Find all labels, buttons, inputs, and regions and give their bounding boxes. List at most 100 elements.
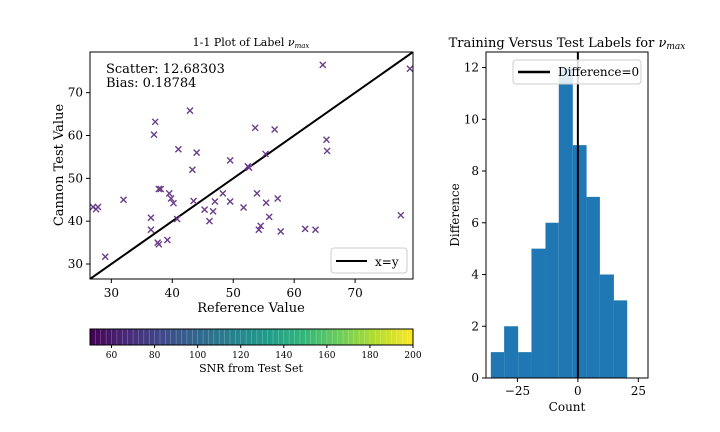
scatter-plot-area bbox=[90, 52, 413, 279]
scatter-point bbox=[226, 156, 234, 164]
scatter-point bbox=[240, 203, 248, 211]
scatter-legend-label: x=y bbox=[375, 255, 399, 269]
histogram-legend-box bbox=[512, 59, 642, 85]
scatter-x-tick-label: 40 bbox=[165, 286, 180, 300]
scatter-point bbox=[201, 206, 209, 214]
scatter-point bbox=[167, 194, 175, 202]
scatter-point bbox=[274, 194, 282, 202]
scatter-y-tick-label: 40 bbox=[68, 214, 83, 228]
histogram-y-tick-label: 6 bbox=[471, 216, 479, 230]
scatter-point bbox=[157, 185, 165, 193]
histogram-bar bbox=[586, 196, 600, 378]
scatter-point bbox=[147, 226, 155, 234]
histogram-y-tick-label: 4 bbox=[471, 268, 479, 282]
scatter-y-ticks: 30 40 50 60 70 bbox=[68, 86, 90, 271]
histogram-bar bbox=[545, 222, 559, 378]
scatter-axes-frame bbox=[89, 51, 414, 280]
scatter-point bbox=[265, 213, 273, 221]
scatter-point bbox=[211, 197, 219, 205]
scatter-point bbox=[397, 211, 405, 219]
histogram-x-label: Count bbox=[549, 400, 586, 414]
colorbar-tick-label: 180 bbox=[361, 351, 378, 361]
colorbar-tick-label: 80 bbox=[149, 351, 161, 361]
scatter-x-label: Reference Value bbox=[197, 301, 305, 316]
scatter-y-tick-label: 60 bbox=[68, 129, 83, 143]
scatter-point bbox=[245, 164, 253, 172]
scatter-point bbox=[406, 65, 413, 73]
scatter-point bbox=[219, 189, 227, 197]
histogram-bar bbox=[558, 67, 573, 379]
colorbar-tick-label: 60 bbox=[106, 351, 118, 361]
scatter-title: 1-1 Plot of Label νmax bbox=[193, 36, 310, 50]
scatter-point bbox=[101, 253, 109, 261]
colorbar-tick-label: 100 bbox=[189, 351, 206, 361]
histogram-bar bbox=[518, 352, 532, 378]
colorbar-gradient bbox=[90, 329, 413, 345]
scatter-point bbox=[155, 240, 163, 248]
colorbar-segments bbox=[95, 329, 408, 345]
histogram-y-tick-label: 8 bbox=[471, 164, 479, 178]
scatter-point bbox=[120, 196, 128, 204]
scatter-annotation-scatter: Scatter: 12.68303 bbox=[106, 62, 225, 77]
colorbar-tick-label: 140 bbox=[275, 351, 292, 361]
scatter-y-tick-label: 50 bbox=[68, 171, 83, 185]
scatter-y-tick-label: 30 bbox=[68, 257, 83, 271]
scatter-point bbox=[271, 126, 279, 134]
scatter-point bbox=[151, 118, 159, 126]
histogram-axes-frame bbox=[485, 51, 649, 379]
scatter-y-tick-label: 70 bbox=[68, 86, 83, 100]
histogram-x-tick-label: −25 bbox=[505, 384, 530, 398]
scatter-point bbox=[174, 145, 182, 153]
scatter-point bbox=[163, 236, 171, 244]
scatter-point bbox=[277, 227, 285, 235]
scatter-x-tick-label: 60 bbox=[287, 286, 302, 300]
scatter-x-tick-label: 70 bbox=[347, 286, 362, 300]
histogram-title: Training Versus Test Labels for νmax bbox=[449, 36, 686, 52]
histogram-legend: Difference=0 bbox=[512, 59, 642, 85]
scatter-legend: x=y bbox=[330, 247, 408, 274]
scatter-legend-box bbox=[330, 247, 408, 274]
scatter-point bbox=[150, 131, 158, 139]
scatter-x-ticks: 30 40 50 60 70 bbox=[104, 279, 363, 300]
scatter-point bbox=[301, 225, 309, 233]
histogram-bar bbox=[504, 326, 519, 378]
scatter-point bbox=[155, 185, 163, 193]
colorbar-frame bbox=[89, 328, 414, 346]
histogram-y-ticks: 0 2 4 6 8 10 12 bbox=[464, 61, 486, 385]
scatter-point bbox=[186, 107, 194, 115]
histogram-y-tick-label: 0 bbox=[471, 371, 479, 385]
histogram-x-tick-label: 0 bbox=[574, 384, 582, 398]
scatter-point bbox=[255, 226, 263, 234]
scatter-point bbox=[251, 124, 259, 132]
histogram-y-label: Difference bbox=[448, 183, 462, 246]
scatter-point bbox=[165, 189, 173, 197]
scatter-x-tick-label: 30 bbox=[104, 286, 119, 300]
histogram-bar bbox=[599, 274, 614, 378]
scatter-point bbox=[257, 222, 265, 230]
histogram-bar bbox=[572, 145, 587, 378]
scatter-point bbox=[319, 61, 327, 69]
scatter-point bbox=[253, 189, 261, 197]
scatter-y-label: Cannon Test Value bbox=[52, 104, 67, 227]
colorbar-tick-label: 120 bbox=[232, 351, 249, 361]
histogram-bar bbox=[613, 300, 628, 378]
scatter-point bbox=[188, 166, 196, 174]
scatter-annotation-bias: Bias: 0.18784 bbox=[106, 76, 196, 91]
scatter-point bbox=[190, 197, 198, 205]
scatter-point bbox=[262, 199, 270, 207]
histogram-x-tick-label: 25 bbox=[631, 384, 646, 398]
scatter-point bbox=[209, 207, 217, 215]
histogram-bar bbox=[490, 352, 505, 378]
scatter-point bbox=[193, 149, 201, 157]
histogram-y-tick-label: 2 bbox=[471, 319, 479, 333]
colorbar-tick-label: 160 bbox=[318, 351, 335, 361]
scatter-point bbox=[205, 217, 213, 225]
colorbar-ticks: 60 80 100 120 140 160 180 200 bbox=[106, 345, 422, 361]
histogram-panel: Training Versus Test Labels for νmax −25… bbox=[448, 36, 685, 414]
colorbar: 60 80 100 120 140 160 180 200 SNR from Test Set bbox=[89, 328, 422, 375]
histogram-y-tick-label: 10 bbox=[464, 112, 479, 126]
scatter-point bbox=[173, 215, 181, 223]
colorbar-tick-label: 200 bbox=[404, 351, 421, 361]
histogram-bar bbox=[531, 248, 546, 378]
